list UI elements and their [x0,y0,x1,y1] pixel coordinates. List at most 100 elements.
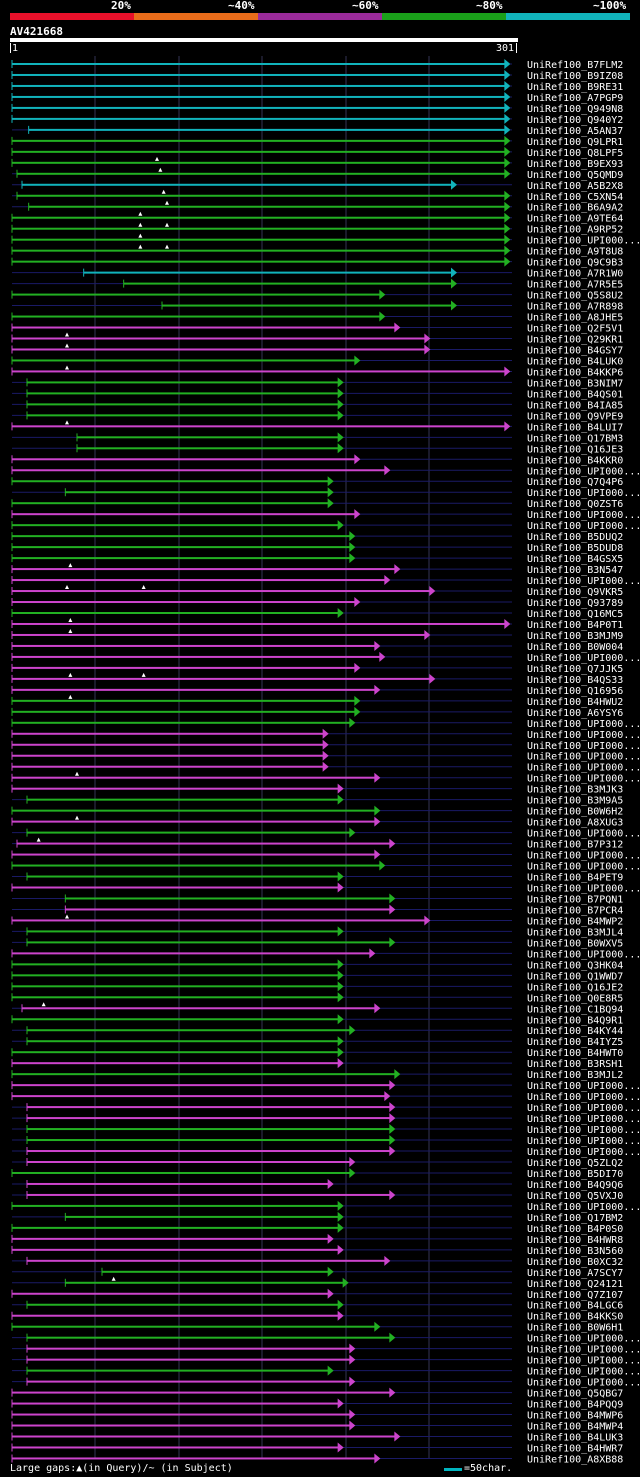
hit-arrow-icon [374,1321,381,1332]
hit-bar [12,864,381,867]
hit-bar [12,546,351,549]
hit-arrow-icon [349,1343,356,1354]
hit-arrow-icon [504,102,511,113]
hit-bar [12,337,426,340]
gap-triangle-icon [68,694,73,699]
hit-arrow-icon [374,772,381,783]
hit-label: UniRef100_B4MWP2 [527,916,623,927]
hit-bar [12,974,339,977]
hit-label: UniRef100_B3M9A5 [527,796,623,807]
hit-arrow-icon [389,1387,396,1398]
hit-arrow-icon [337,871,344,882]
hit-bar [65,491,329,494]
hit-label: UniRef100_Q0E8R5 [527,993,623,1004]
hit-label: UniRef100_UPI000... [527,752,640,763]
hit-label: UniRef100_Q7Q4P6 [527,477,623,488]
legend-label-3: ~60% [352,0,379,12]
hit-arrow-icon [389,1189,396,1200]
hit-label: UniRef100_B5DI70 [527,1169,623,1180]
gap-triangle-icon [41,1002,46,1007]
hit-bar [22,183,452,186]
hit-label: UniRef100_UPI000... [527,1345,640,1356]
hit-arrow-icon [379,289,386,300]
hit-label: UniRef100_Q17BM3 [527,433,623,444]
hit-arrow-icon [327,1178,334,1189]
hit-label: UniRef100_B4LGC6 [527,1301,623,1312]
hit-label: UniRef100_Q2F5V1 [527,324,623,335]
hit-arrow-icon [337,882,344,893]
hit-label: UniRef100_UPI000... [527,741,640,752]
hit-bar [28,205,506,208]
gap-triangle-icon [68,617,73,622]
gap-triangle-icon [36,837,41,842]
hit-bar [27,1106,391,1109]
hit-label: UniRef100_B4IYZ5 [527,1037,623,1048]
hit-label: UniRef100_UPI000... [527,829,640,840]
hit-bar [17,194,506,197]
hit-arrow-icon [384,575,391,586]
legend-label-5: ~100% [593,0,627,12]
hit-label: UniRef100_B6A9A2 [527,203,623,214]
hit-label: UniRef100_Q9LPR1 [527,137,623,148]
hit-arrow-icon [337,388,344,399]
hit-bar [77,447,339,450]
gap-triangle-icon [165,200,169,205]
hit-bar [12,1292,329,1295]
hit-label: UniRef100_A8XUG3 [527,818,623,829]
hit-label: UniRef100_B7FLM2 [527,60,623,71]
hit-label: UniRef100_B4P0T1 [527,620,623,631]
hit-arrow-icon [337,1058,344,1069]
hit-arrow-icon [451,300,457,311]
hit-label: UniRef100_UPI000... [527,1367,640,1378]
hit-arrow-icon [337,520,344,531]
hit-bar [12,326,396,329]
hit-bar [12,249,506,252]
hit-arrow-icon [349,553,356,564]
hit-label: UniRef100_B3N547 [527,565,623,576]
hit-label: UniRef100_Q5VXJ0 [527,1191,623,1202]
hit-label: UniRef100_Q9VKR5 [527,587,623,598]
hit-arrow-icon [394,564,401,575]
hit-label: UniRef100_A7PGP9 [527,93,623,104]
hit-label: UniRef100_B7PCR4 [527,905,623,916]
hit-arrow-icon [384,1091,391,1102]
hit-bar [102,1270,329,1273]
hit-bar [28,128,506,131]
gap-triangle-icon [165,244,169,249]
hit-bar [12,1018,339,1021]
hit-bar [12,1051,339,1054]
gap-triangle-icon [68,672,73,677]
scale-bar [444,1468,462,1471]
hit-arrow-icon [354,695,361,706]
gap-triangle-icon [65,343,69,348]
hit-arrow-icon [389,904,396,915]
hit-arrow-icon [389,1113,396,1124]
hit-bar [12,502,329,505]
hit-label: UniRef100_UPI000... [527,653,640,664]
hit-bar [12,952,371,955]
hit-arrow-icon [504,59,511,69]
hit-label: UniRef100_UPI000... [527,1125,640,1136]
gap-triangle-icon [65,585,69,590]
hit-bar [12,765,324,768]
hit-arrow-icon [337,1442,344,1453]
gap-triangle-icon [68,563,73,568]
hit-arrow-icon [504,113,511,124]
gap-triangle-icon [75,815,79,820]
hit-label: UniRef100_B3RSH1 [527,1059,623,1070]
hit-bar [12,1424,351,1427]
hit-arrow-icon [327,1266,334,1277]
hit-bar [27,1029,351,1032]
hit-bar [12,963,339,966]
hit-label: UniRef100_UPI000... [527,851,640,862]
hit-bar [12,238,506,241]
hit-arrow-icon [374,1003,381,1014]
hit-bar [12,480,329,483]
hit-arrow-icon [504,190,511,201]
hit-bar [12,985,339,988]
hit-bar [12,677,431,680]
hit-label: UniRef100_B3N560 [527,1246,623,1257]
hit-label: UniRef100_B4LUI7 [527,422,623,433]
hit-arrow-icon [379,651,386,662]
